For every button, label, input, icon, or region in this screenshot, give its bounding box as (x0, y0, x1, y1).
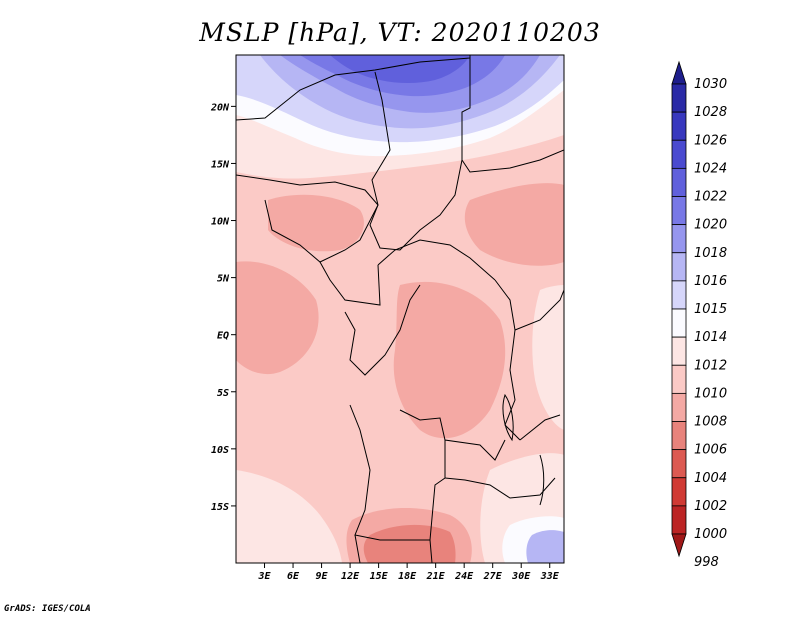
lat-tick-label: 20N (210, 102, 230, 113)
lon-tick-label: 30E (511, 571, 531, 582)
colorbar-label: 1014 (694, 330, 727, 345)
colorbar-swatch (671, 364, 687, 394)
border-niger-chad (371, 71, 391, 206)
colorbar-swatch (671, 83, 687, 113)
colorbar-top-triangle (671, 60, 687, 85)
colorbar-label: 1022 (694, 190, 727, 205)
field-1012-eastcoast (532, 285, 564, 430)
border-tanzania (519, 414, 561, 441)
lon-tick-label: 33E (540, 571, 560, 582)
border-namibia (354, 534, 433, 563)
lat-tick-label: 10N (211, 217, 230, 228)
colorbar-label: 1015 (694, 302, 727, 317)
lon-tick-label: 15E (370, 571, 389, 582)
lat-tick-label: 10S (211, 445, 229, 456)
border-cameroon (319, 261, 381, 306)
lat-tick-label: 5S (217, 388, 229, 399)
colorbar-label: 1016 (694, 274, 727, 289)
colorbar-swatch (671, 139, 687, 169)
border-car (377, 239, 496, 281)
lon-tick-label: 3E (257, 571, 271, 582)
lon-tick-label: 6E (287, 571, 300, 582)
field-1008-north (268, 194, 364, 252)
border-east (514, 289, 564, 331)
field-1016-southeast (526, 530, 564, 563)
colorbar-swatch (671, 392, 687, 422)
field-1008-east (464, 183, 564, 266)
colorbar-label: 1030 (694, 77, 727, 92)
border-sudan (461, 149, 564, 173)
colorbar-swatch (671, 477, 687, 507)
lat-tick-label: 5N (217, 274, 230, 285)
lake-outline (502, 393, 514, 442)
country-borders (236, 55, 564, 563)
lon-tick-label: 9E (316, 571, 329, 582)
lon-tick-label: 27E (483, 571, 503, 582)
colorbar-swatch (671, 196, 687, 226)
lon-tick-label: 12E (341, 571, 360, 582)
lat-tick-label: 15S (211, 502, 229, 513)
colorbar-label: 1004 (694, 471, 727, 486)
longitude-axis: 3E 6E 9E 12E 15E 18E 21E 24E 27E 30E 33E (257, 563, 560, 582)
lat-tick-label: 15N (211, 159, 230, 170)
colorbar-swatch (671, 111, 687, 141)
border-libya-egypt (461, 55, 471, 160)
border-sahel (236, 159, 463, 251)
colorbar-label: 1002 (694, 499, 727, 514)
border-north (236, 57, 471, 121)
colorbar-swatch (671, 421, 687, 451)
colorbar-swatch (671, 224, 687, 254)
colorbar-label: 1024 (694, 161, 727, 176)
field-1022-north (330, 55, 470, 83)
colorbar-swatch (671, 336, 687, 366)
colorbar-label: 1020 (694, 218, 727, 233)
lon-tick-label: 24E (454, 571, 474, 582)
colorbar-label: 1008 (694, 415, 727, 430)
colorbar-swatch (671, 252, 687, 282)
field-1008-west (236, 261, 319, 375)
colorbar-label: 998 (694, 555, 719, 570)
field-1012-southwest (236, 470, 342, 563)
colorbar-label: 1028 (694, 105, 727, 120)
colorbar-label: 1010 (694, 386, 727, 401)
colorbar-label: 1006 (694, 443, 727, 458)
pressure-field (236, 55, 564, 563)
map-title: MSLP [hPa], VT: 2020110203 (199, 18, 601, 47)
latitude-axis: 20N 15N 10N 5N EQ 5S 10S 15S (210, 102, 236, 513)
colorbar-swatch (671, 167, 687, 197)
border-angola (349, 404, 446, 541)
colorbar: 1030 1028 1026 1024 1022 1020 1018 1016 1015 1014… (671, 60, 727, 570)
lat-tick-label: EQ (217, 331, 229, 342)
colorbar-bottom-triangle (671, 533, 687, 558)
colorbar-label: 1012 (694, 358, 727, 373)
colorbar-label: 1000 (694, 527, 727, 542)
colorbar-label: 1026 (694, 133, 727, 148)
grads-credit: GrADS: IGES/COLA (4, 604, 91, 614)
lon-tick-label: 18E (398, 571, 417, 582)
lon-tick-label: 21E (426, 571, 446, 582)
colorbar-label: 1018 (694, 246, 727, 261)
map-frame (235, 54, 565, 564)
lake-malawi (539, 454, 545, 506)
field-1006-south (363, 524, 456, 563)
colorbar-swatch (671, 505, 687, 535)
border-congo (344, 284, 421, 376)
colorbar-swatch (671, 308, 687, 338)
colorbar-swatch (671, 449, 687, 479)
colorbar-swatch (671, 280, 687, 310)
field-1008-congo (393, 281, 506, 439)
